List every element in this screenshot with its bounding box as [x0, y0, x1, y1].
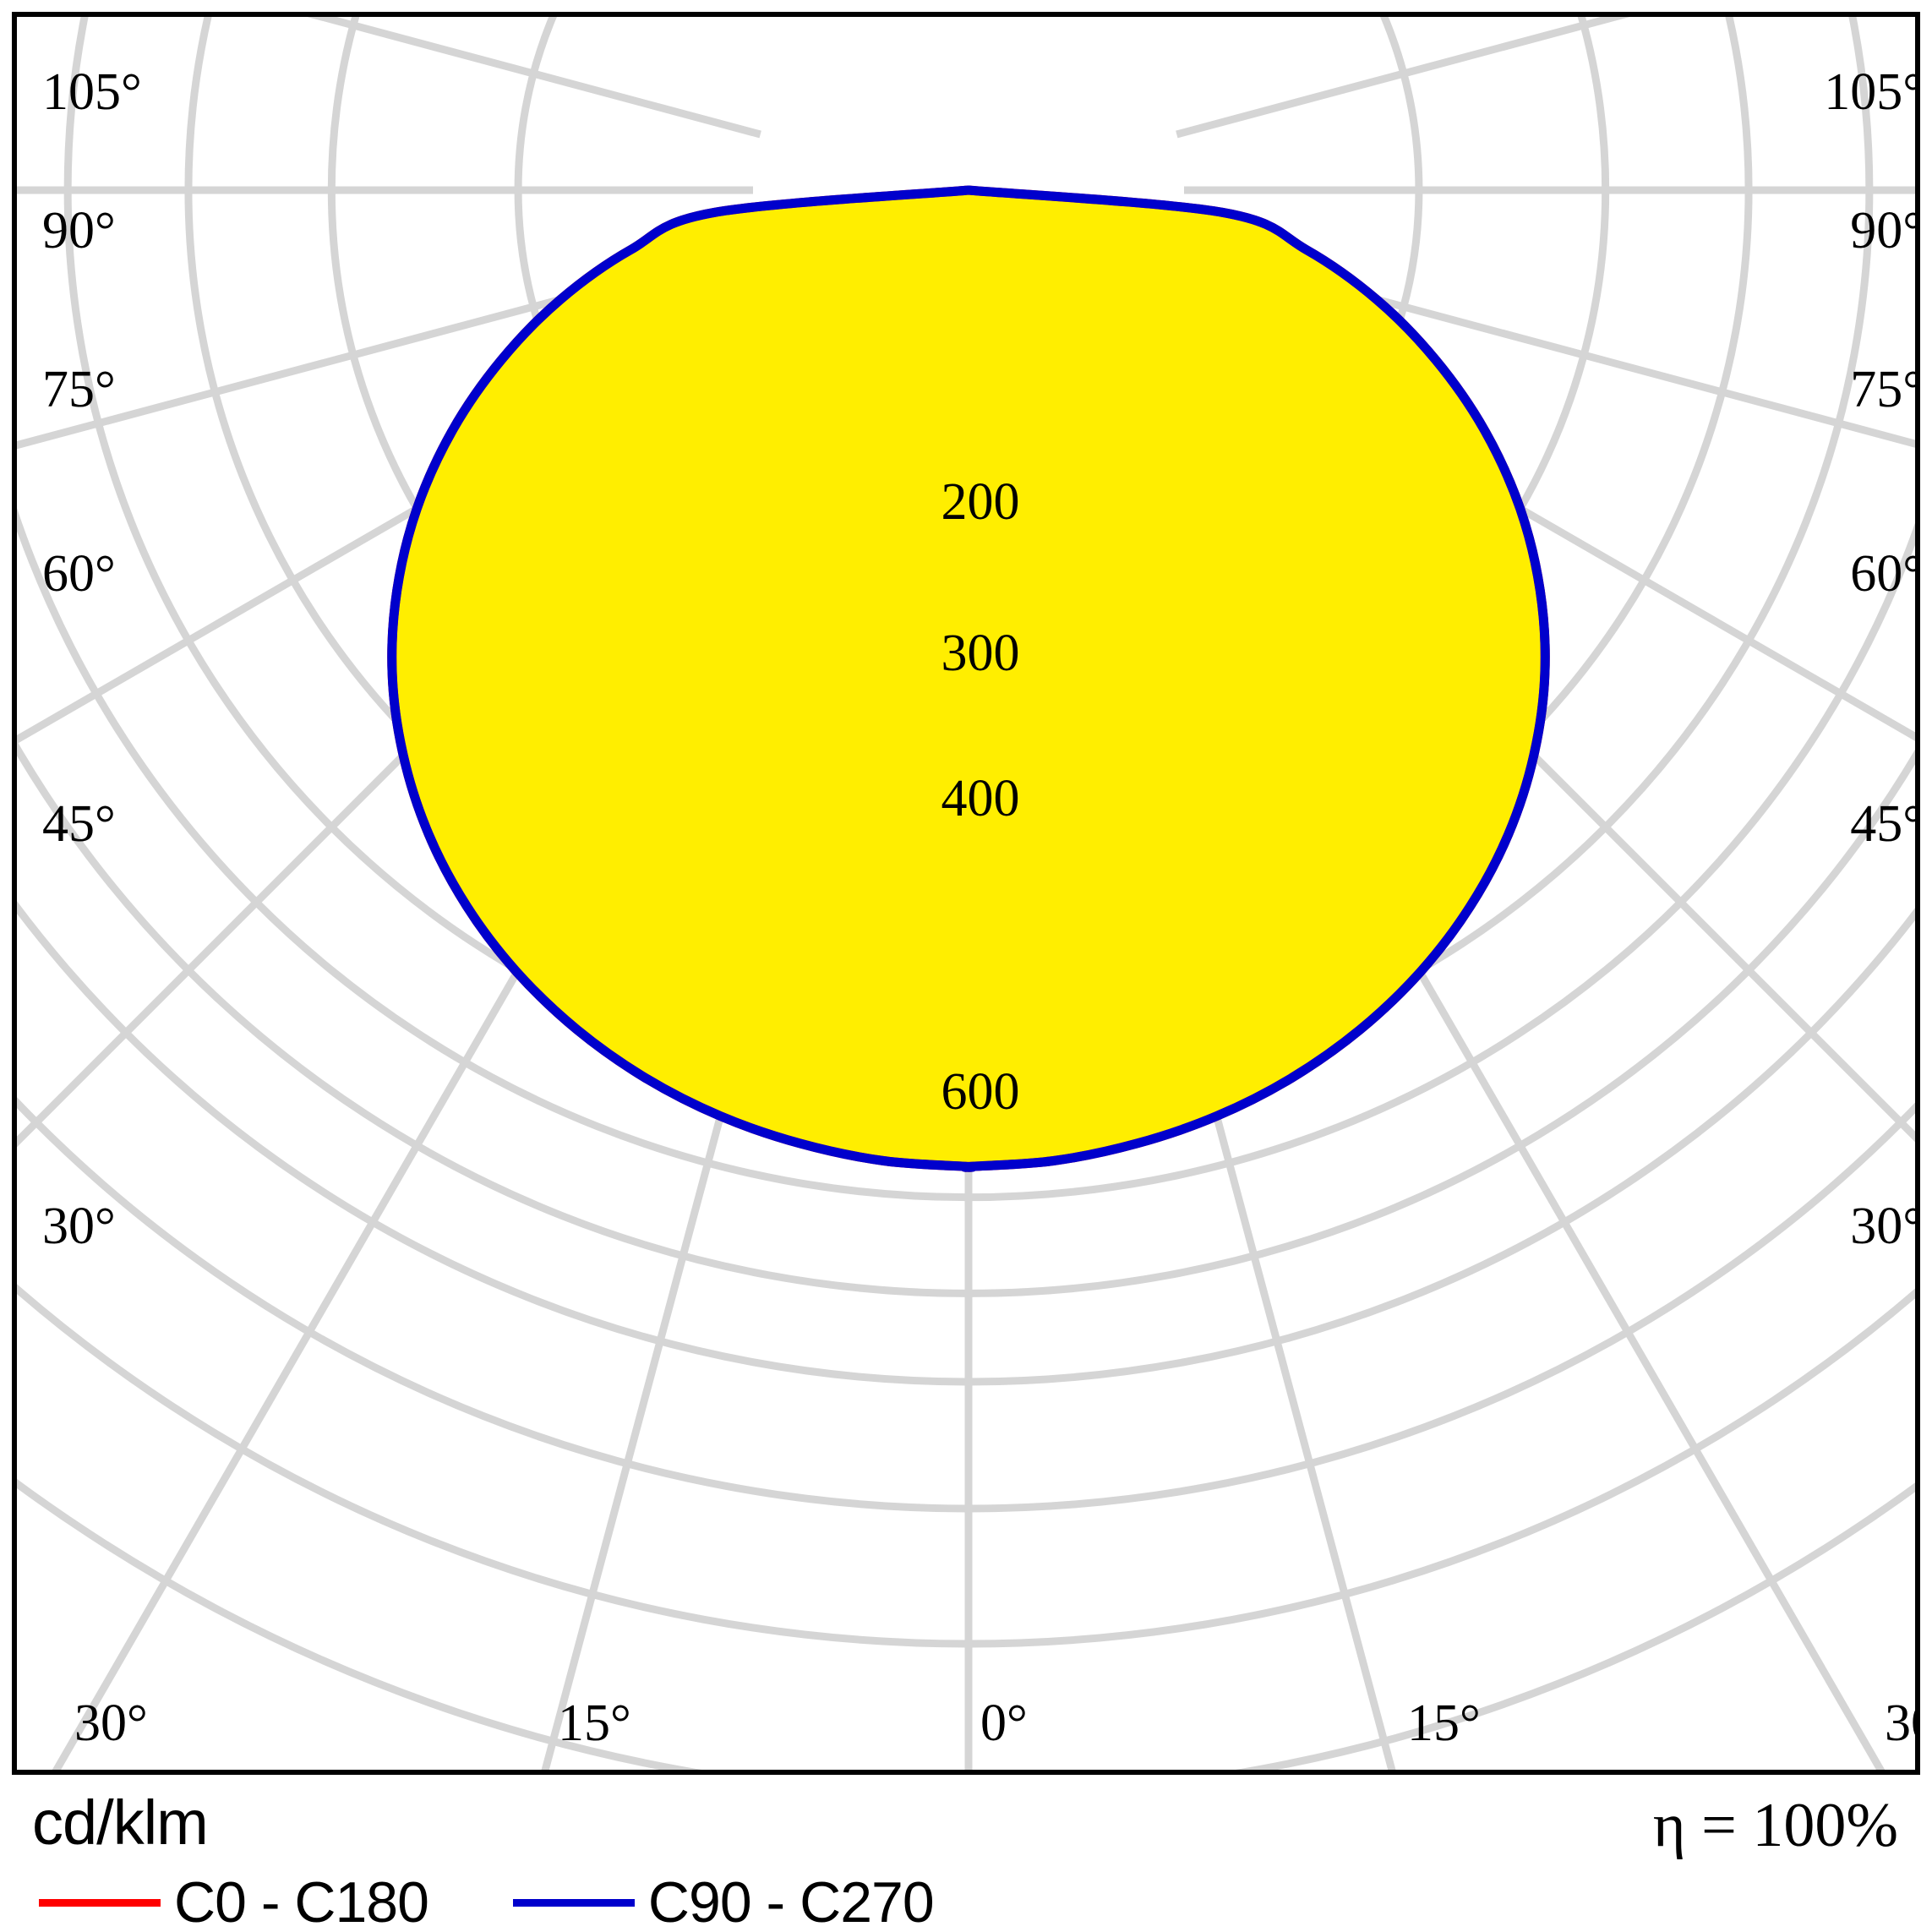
right-angle-label: 105° — [1824, 63, 1920, 121]
left-angle-label: 60° — [42, 545, 116, 603]
polar-grid-and-curves — [17, 17, 1915, 1770]
right-angle-label: 30° — [1850, 1198, 1920, 1255]
legend-label-c0-c180: C0 - C180 — [174, 1870, 429, 1932]
legend-swatch-c0-c180 — [39, 1898, 161, 1907]
left-angle-label: 90° — [42, 202, 116, 259]
bottom-angle-label: 0° — [980, 1695, 1028, 1752]
distribution-fill — [391, 190, 1546, 1168]
right-angle-label: 45° — [1850, 795, 1920, 853]
radial-value-label: 200 — [941, 473, 1020, 531]
left-angle-label: 45° — [42, 795, 116, 853]
left-angle-label: 105° — [42, 63, 142, 121]
radial-value-label: 400 — [941, 770, 1020, 827]
bottom-angle-label: 15° — [1407, 1695, 1481, 1752]
left-angle-label: 30° — [42, 1198, 116, 1255]
legend-entries: C0 - C180 C90 - C270 — [39, 1869, 935, 1932]
units-label: cd/klm — [32, 1787, 209, 1858]
bottom-angle-label: 15° — [558, 1695, 631, 1752]
chart-legend: cd/klm η = 100% C0 - C180 C90 - C270 — [0, 1775, 1932, 1932]
right-angle-label: 60° — [1850, 545, 1920, 603]
right-angle-label: 75° — [1850, 361, 1920, 418]
curve-c90-c270 — [387, 185, 1550, 1172]
left-angle-label: 75° — [42, 361, 116, 418]
radial-value-label: 300 — [941, 625, 1020, 682]
bottom-angle-label: 30° — [1885, 1695, 1915, 1752]
radial-value-label: 600 — [941, 1063, 1020, 1121]
bottom-angle-label: 30° — [74, 1695, 148, 1752]
plot-frame: 105° 90° 75° 60° 45° 30° 105° 90° 75° 60° 45° 30° … — [12, 12, 1920, 1775]
legend-swatch-c90-c270 — [512, 1898, 635, 1907]
legend-label-c90-c270: C90 - C270 — [647, 1870, 935, 1932]
efficiency-label: η = 100% — [1652, 1791, 1898, 1860]
right-angle-label: 90° — [1850, 202, 1920, 259]
